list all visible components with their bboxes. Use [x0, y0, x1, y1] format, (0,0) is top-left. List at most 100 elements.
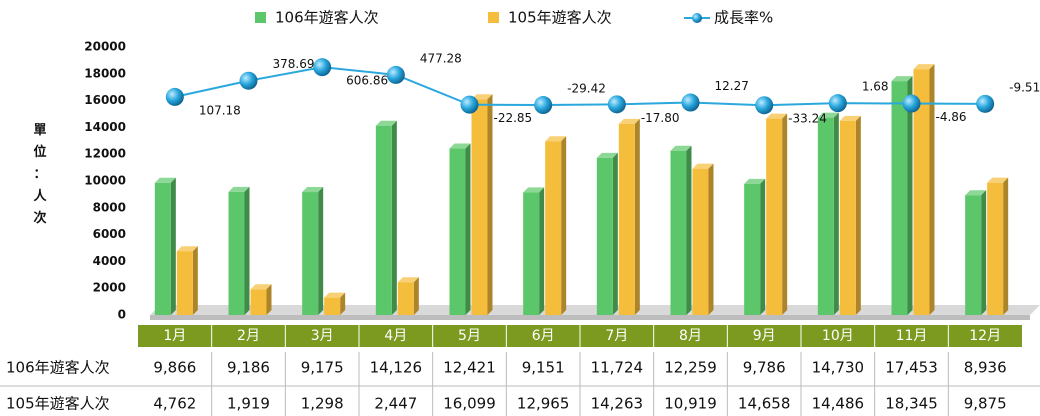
bar-side — [782, 113, 788, 316]
bar — [766, 118, 783, 316]
rate-label: 606.86 — [346, 74, 388, 88]
bar-top — [891, 76, 913, 82]
bar-side — [855, 115, 861, 315]
bar-top — [618, 118, 640, 124]
bar-side — [487, 94, 493, 315]
bar-side — [612, 152, 618, 315]
table-cell: 14,263 — [591, 395, 644, 413]
table-cell: 10,919 — [664, 395, 717, 413]
table-cell: 11,724 — [591, 359, 644, 377]
rate-label: 107.18 — [199, 103, 241, 117]
bar-top — [766, 113, 788, 119]
bar-top — [987, 177, 1009, 183]
rate-marker — [681, 93, 700, 112]
table-cell: 14,126 — [370, 359, 423, 377]
bar — [670, 150, 687, 315]
y-tick-label: 4000 — [93, 254, 126, 268]
bar — [154, 182, 171, 315]
table-cell: 2,447 — [374, 395, 417, 413]
legend-swatch — [488, 12, 499, 23]
floor-edge — [150, 315, 1030, 320]
bar — [744, 183, 761, 315]
bar-top — [375, 120, 397, 126]
y-tick-label: 2000 — [93, 281, 126, 295]
bar — [965, 195, 982, 315]
floor — [150, 305, 1040, 315]
x-tick-label: 3月 — [311, 328, 334, 344]
bar-side — [170, 177, 176, 315]
table-cell: 14,658 — [738, 395, 791, 413]
bar — [471, 99, 488, 315]
bar — [839, 120, 856, 315]
x-tick-label: 9月 — [753, 328, 776, 344]
rate-marker — [313, 58, 332, 77]
table-cell: 14,486 — [812, 395, 865, 413]
legend-label: 106年遊客人次 — [275, 9, 379, 27]
bar-side — [539, 187, 545, 315]
bar-side — [192, 246, 198, 315]
rate-label: 12.27 — [715, 79, 749, 93]
y-tick-label: 14000 — [84, 120, 126, 134]
table-cell: 4,762 — [153, 395, 196, 413]
bar-top — [302, 187, 324, 193]
bar — [397, 282, 414, 315]
rate-marker — [239, 71, 258, 90]
unit-label: 單位：人次 — [33, 123, 47, 226]
bar-side — [340, 292, 346, 315]
table-cell: 18,345 — [885, 395, 938, 413]
y-tick-label: 20000 — [84, 40, 126, 54]
bar-top — [449, 143, 471, 149]
bar-top — [523, 187, 545, 193]
table-cell: 17,453 — [885, 359, 938, 377]
bar — [523, 192, 540, 315]
rate-marker — [902, 94, 921, 113]
bar-side — [981, 190, 987, 315]
bar-top — [965, 190, 987, 196]
rate-label: -17.80 — [641, 111, 680, 125]
bar-side — [391, 120, 397, 315]
table-cell: 9,151 — [522, 359, 565, 377]
rate-line — [174, 66, 986, 107]
rate-marker — [460, 95, 479, 114]
x-tick-label: 10月 — [822, 328, 854, 344]
table-cell: 9,786 — [743, 359, 786, 377]
rate-label: -4.86 — [936, 110, 967, 124]
bar-top — [176, 246, 198, 252]
bar-top — [250, 284, 272, 290]
bar-side — [708, 163, 714, 315]
rate-marker — [828, 94, 847, 113]
bar-side — [1003, 177, 1009, 315]
legend-marker — [692, 13, 702, 23]
bar-side — [760, 178, 766, 315]
legend-label: 105年遊客人次 — [508, 9, 612, 27]
rate-marker — [976, 94, 995, 113]
bar-top — [154, 177, 176, 183]
bar-side — [465, 143, 471, 315]
bar-side — [266, 284, 272, 315]
rate-marker — [755, 96, 774, 115]
bar — [324, 297, 341, 315]
bar — [545, 141, 562, 315]
rate-label: -9.51 — [1009, 80, 1040, 94]
table-cell: 9,866 — [153, 359, 196, 377]
rate-label: -33.24 — [788, 112, 827, 126]
bar-side — [634, 118, 640, 316]
bar-top — [670, 145, 692, 151]
rate-label: 1.68 — [862, 80, 889, 94]
x-tick-label: 2月 — [237, 328, 260, 344]
bar — [375, 125, 392, 315]
bar-side — [244, 186, 250, 315]
table-cell: 12,965 — [517, 395, 570, 413]
table-cell: 1,298 — [301, 395, 344, 413]
row-label: 105年遊客人次 — [6, 395, 110, 413]
table-cell: 9,175 — [301, 359, 344, 377]
bar-top — [913, 64, 935, 70]
bar-top — [817, 112, 839, 118]
bar-top — [228, 186, 250, 192]
bar-top — [397, 277, 419, 283]
bar-side — [561, 136, 567, 315]
y-tick-label: 0 — [118, 308, 126, 322]
bar — [449, 148, 466, 315]
rate-label: 378.69 — [273, 57, 315, 71]
